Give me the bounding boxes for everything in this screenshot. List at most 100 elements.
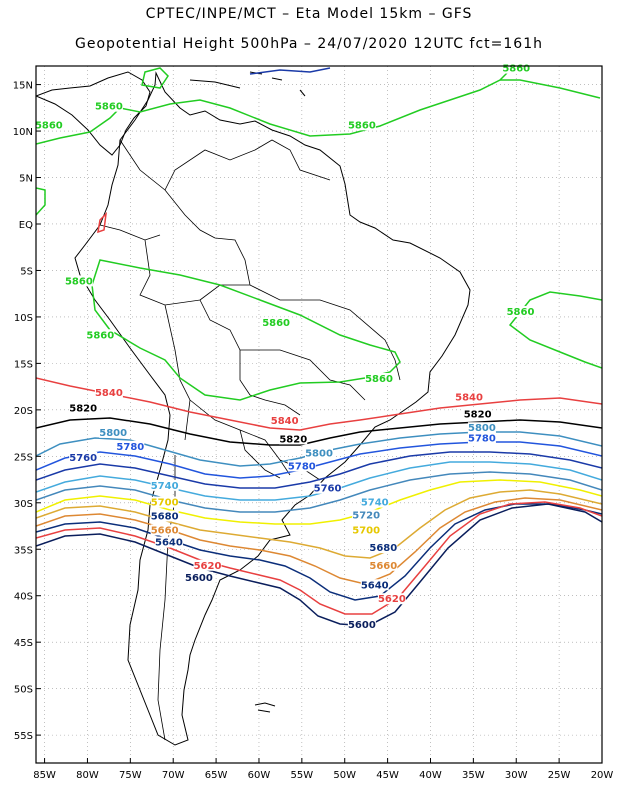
- contour-label-bg: [69, 451, 98, 463]
- lat-tick-label: EQ: [19, 220, 33, 231]
- contour-label-5740: 5740: [361, 498, 389, 509]
- lon-tick-label: 45W: [376, 770, 399, 781]
- map-frame: [35, 65, 603, 764]
- contour-label-5780: 5780: [116, 442, 144, 453]
- lat-tick-label: 20S: [14, 406, 33, 417]
- contour-label-bg: [369, 542, 398, 554]
- south-america-coastline: [74, 71, 471, 746]
- contour-labels: 5860 5860 5860 5860 5860 5860 5860 5860 5860 5840…: [34, 62, 535, 631]
- contour-label-5720: 5720: [352, 511, 380, 522]
- contour-label-bg: [64, 275, 93, 287]
- contour-5660: [36, 497, 602, 585]
- contour-label-5860: 5860: [262, 318, 290, 329]
- contour-label-5800: 5800: [305, 448, 333, 459]
- contour-label-bg: [313, 482, 342, 494]
- contour-5840-small: [97, 211, 108, 234]
- contour-5840: [36, 377, 602, 431]
- lon-tick-label: 55W: [291, 770, 314, 781]
- contour-5860-central: [91, 259, 401, 401]
- contour-label-bg: [116, 440, 145, 452]
- contour-label-5620: 5620: [378, 594, 406, 605]
- contour-label-5860: 5860: [35, 120, 63, 131]
- contour-5680: [36, 489, 602, 559]
- map-title: CPTEC/INPE/MCT – Eta Model 15km – GFS: [145, 6, 473, 22]
- contour-label-5600: 5600: [348, 620, 376, 631]
- contour-label-bg: [86, 329, 115, 341]
- contour-label-5820: 5820: [464, 409, 492, 420]
- lat-tick-label: 25S: [14, 452, 33, 463]
- contour-lines: [36, 67, 602, 627]
- lon-tick-label: 65W: [205, 770, 228, 781]
- contour-label-5640: 5640: [361, 580, 389, 591]
- contour-label-5680: 5680: [369, 543, 397, 554]
- lat-tick-label: 45S: [14, 638, 33, 649]
- lat-lon-grid: [36, 66, 603, 763]
- lon-tick-label: 70W: [162, 770, 185, 781]
- contour-5640: [36, 503, 602, 601]
- contour-label-5820: 5820: [69, 404, 97, 415]
- contour-label-bg: [369, 559, 398, 571]
- contour-5860-north: [36, 69, 511, 145]
- contour-label-5800: 5800: [468, 423, 496, 434]
- contour-label-bg: [352, 524, 381, 536]
- contour-5860-caribbean: [500, 79, 601, 99]
- contour-label-5840: 5840: [271, 416, 299, 427]
- lon-tick-label: 60W: [248, 770, 271, 781]
- contour-label-bg: [377, 593, 406, 605]
- lat-tick-label: 5S: [20, 266, 33, 277]
- contour-5720: [36, 471, 602, 513]
- contour-label-5620: 5620: [194, 561, 222, 572]
- contour-label-5780: 5780: [468, 433, 496, 444]
- contour-label-5700: 5700: [151, 498, 179, 509]
- map-subtitle: Geopotential Height 500hPa – 24/07/2020 …: [75, 36, 543, 52]
- contour-label-bg: [455, 391, 484, 403]
- contour-label-bg: [360, 496, 389, 508]
- contour-label-5860: 5860: [86, 330, 114, 341]
- lon-tick-label: 80W: [76, 770, 99, 781]
- contour-5820: [36, 417, 602, 446]
- contour-label-bg: [94, 100, 123, 112]
- contour-5760: [36, 451, 602, 489]
- contour-label-bg: [94, 386, 123, 398]
- lon-tick-label: 85W: [33, 770, 56, 781]
- contour-label-5660: 5660: [369, 561, 397, 572]
- lat-tick-label: 55S: [14, 731, 33, 742]
- contour-label-bg: [150, 479, 179, 491]
- contour-label-bg: [279, 433, 308, 445]
- country-borders: [99, 139, 401, 741]
- contour-5860-islet: [141, 67, 169, 89]
- contour-label-bg: [154, 536, 183, 548]
- lon-tick-label: 20W: [591, 770, 614, 781]
- contour-label-bg: [506, 306, 535, 318]
- coastline-and-borders: [36, 71, 471, 746]
- contour-label-bg: [360, 579, 389, 591]
- contour-label-bg: [193, 559, 222, 571]
- axis-tick-labels: 15N 10N 5N EQ 5S 10S 15S 20S 25S 30S 35S 40S 45S 50S 5…: [13, 81, 614, 781]
- contour-label-5820: 5820: [279, 434, 307, 445]
- lat-tick-label: 50S: [14, 685, 33, 696]
- contour-label-5860: 5860: [95, 102, 123, 113]
- contour-label-bg: [467, 422, 496, 434]
- contour-label-5640: 5640: [155, 538, 183, 549]
- contour-label-bg: [262, 317, 291, 329]
- contour-label-bg: [184, 571, 213, 583]
- contour-label-5760: 5760: [69, 453, 97, 464]
- contour-label-5860: 5860: [65, 276, 93, 287]
- contour-5760-top: [249, 67, 331, 75]
- lon-tick-label: 25W: [548, 770, 571, 781]
- lat-tick-label: 5N: [19, 174, 33, 185]
- contour-5600: [36, 503, 602, 627]
- contour-label-bg: [150, 524, 179, 536]
- contour-label-5860: 5860: [502, 64, 530, 75]
- contour-label-bg: [305, 447, 333, 459]
- contour-label-5860: 5860: [365, 374, 393, 385]
- contour-label-bg: [34, 119, 63, 131]
- contour-label-5840: 5840: [455, 393, 483, 404]
- lat-tick-label: 10S: [14, 313, 33, 324]
- contour-label-5740: 5740: [151, 481, 179, 492]
- contour-label-5800: 5800: [99, 428, 127, 439]
- contour-5700: [36, 479, 602, 525]
- contour-label-5780: 5780: [288, 461, 316, 472]
- falkland-islands: [254, 702, 276, 713]
